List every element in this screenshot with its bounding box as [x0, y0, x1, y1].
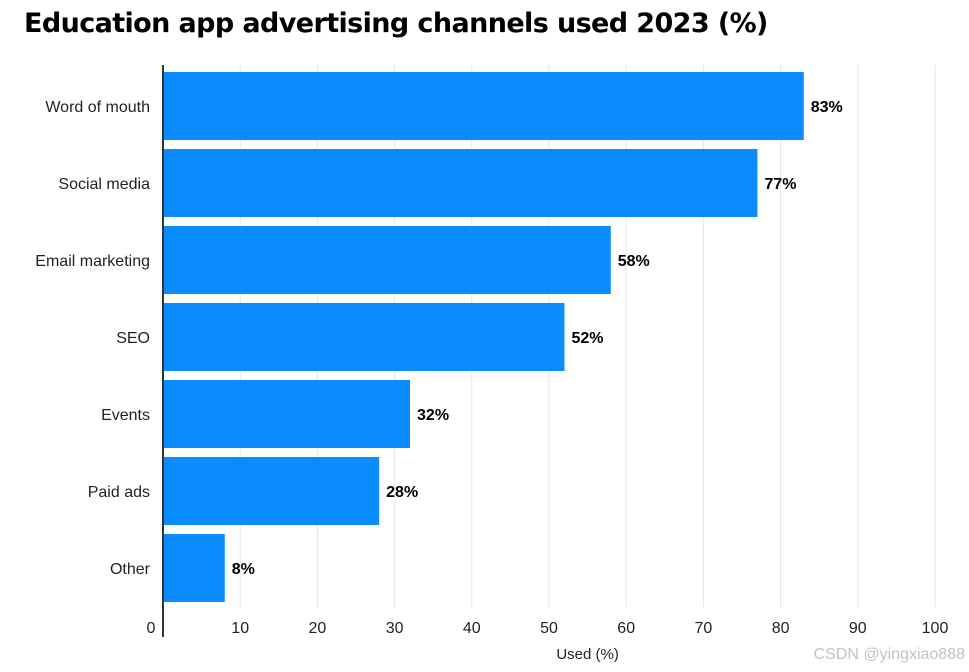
category-label: Paid ads: [88, 484, 150, 501]
x-tick-label: 0: [147, 620, 156, 637]
x-tick-label: 40: [463, 620, 481, 637]
x-tick-label: 60: [617, 620, 635, 637]
x-axis-title: Used (%): [556, 646, 619, 663]
bar: [163, 380, 411, 448]
value-label: 52%: [571, 330, 603, 347]
bar: [163, 457, 380, 525]
category-label: Events: [101, 407, 150, 424]
x-tick-label: 10: [231, 620, 249, 637]
x-tick-label: 80: [772, 620, 790, 637]
category-label: Email marketing: [35, 253, 150, 270]
labels: 0 10 20 30 40 50 60 70 80 90 100 Word of mouth 83% So…: [35, 99, 948, 637]
value-label: 58%: [618, 253, 650, 270]
x-tick-label: 90: [849, 620, 867, 637]
value-label: 28%: [386, 484, 418, 501]
value-label: 77%: [764, 176, 796, 193]
category-label: Word of mouth: [45, 99, 150, 116]
bar: [163, 149, 758, 217]
bars: [163, 72, 804, 602]
bar: [163, 226, 611, 294]
x-tick-label: 30: [386, 620, 404, 637]
x-tick-label: 20: [309, 620, 327, 637]
value-label: 83%: [811, 99, 843, 116]
bar: [163, 72, 804, 140]
category-label: SEO: [116, 330, 150, 347]
x-tick-label: 100: [922, 620, 949, 637]
x-tick-label: 70: [695, 620, 713, 637]
x-tick-label: 50: [540, 620, 558, 637]
chart-title: Education app advertising channels used …: [24, 8, 768, 39]
bar: [163, 303, 565, 371]
category-label: Social media: [58, 176, 150, 193]
category-label: Other: [110, 561, 151, 578]
bar: [163, 534, 225, 602]
value-label: 32%: [417, 407, 449, 424]
value-label: 8%: [232, 561, 255, 578]
watermark: CSDN @yingxiao888: [813, 646, 965, 663]
